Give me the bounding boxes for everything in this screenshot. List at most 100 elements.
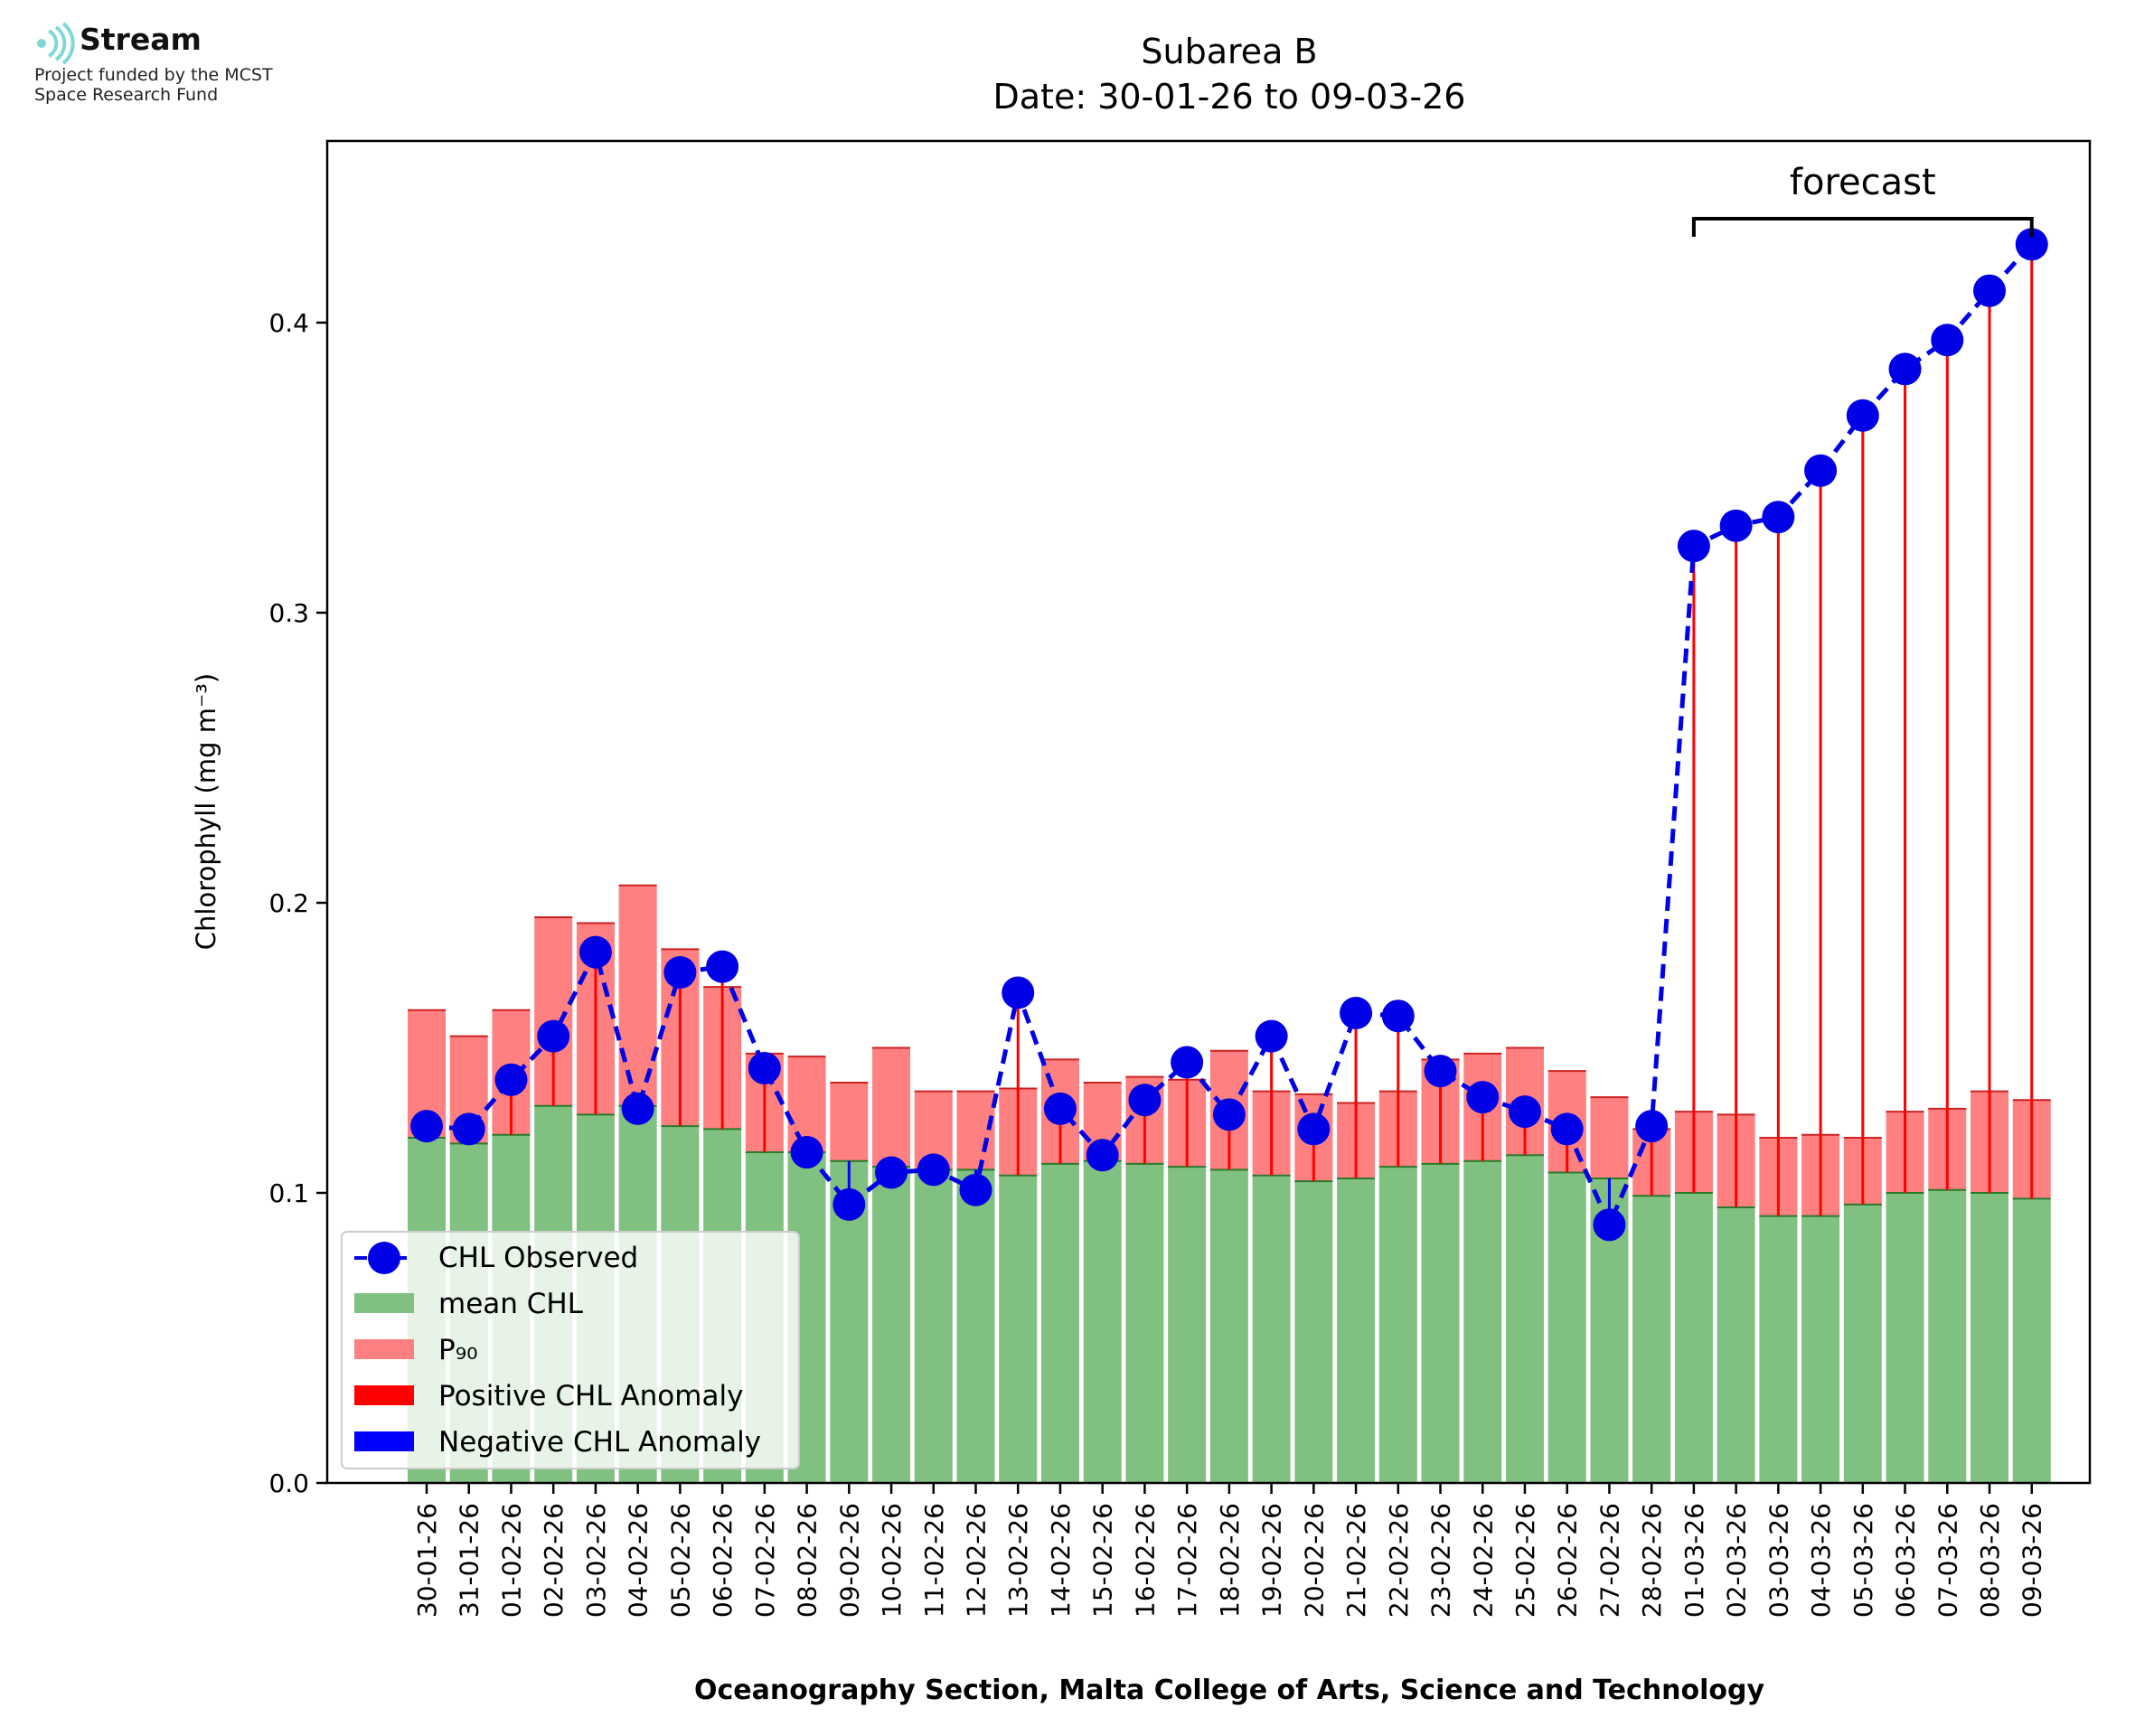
- x-tick-label: 04-03-26: [1806, 1503, 1836, 1618]
- bar-mean: [1421, 1163, 1460, 1483]
- bar-mean: [1971, 1193, 2009, 1483]
- observed-point: [1002, 976, 1035, 1009]
- bar-mean: [872, 1167, 911, 1483]
- x-tick-label: 02-02-26: [539, 1503, 569, 1618]
- bar-mean: [1801, 1215, 1840, 1483]
- x-tick-label: 23-02-26: [1426, 1503, 1456, 1618]
- y-tick-label: 0.4: [268, 308, 309, 338]
- bar-mean: [1886, 1193, 1924, 1483]
- observed-point: [748, 1051, 781, 1084]
- observed-point: [1804, 454, 1838, 487]
- observed-point: [1043, 1092, 1077, 1125]
- bar-p90: [830, 1083, 869, 1161]
- x-tick-label: 16-02-26: [1130, 1503, 1160, 1618]
- x-tick-label: 02-03-26: [1722, 1503, 1752, 1618]
- x-tick-label: 13-02-26: [1003, 1503, 1033, 1618]
- observed-point: [1381, 999, 1415, 1033]
- observed-point: [1212, 1098, 1246, 1131]
- x-tick-label: 30-01-26: [412, 1503, 442, 1618]
- bar-mean: [1083, 1160, 1122, 1483]
- bar-p90: [872, 1047, 911, 1168]
- x-tick-label: 17-02-26: [1172, 1503, 1202, 1618]
- legend-swatch-positive: [354, 1385, 414, 1405]
- observed-point: [832, 1187, 866, 1221]
- observed-point: [621, 1092, 654, 1125]
- observed-point: [578, 935, 612, 969]
- legend-label-negative: Negative CHL Anomaly: [438, 1426, 761, 1459]
- bar-mean: [1717, 1207, 1755, 1483]
- x-tick-label: 07-02-26: [750, 1503, 780, 1618]
- x-tick-label: 06-03-26: [1891, 1503, 1921, 1618]
- y-axis: 0.0 0.1 0.2 0.3 0.4: [268, 308, 327, 1498]
- legend-observed-marker: [368, 1242, 400, 1274]
- x-tick-label: 14-02-26: [1046, 1503, 1076, 1618]
- observed-point: [1973, 274, 2007, 307]
- x-tick-label: 26-02-26: [1553, 1503, 1583, 1618]
- x-tick-label: 19-02-26: [1257, 1503, 1287, 1618]
- observed-point: [917, 1153, 950, 1187]
- x-tick-label: 11-02-26: [919, 1503, 949, 1618]
- observed-point: [1593, 1208, 1626, 1242]
- x-tick-label: 21-02-26: [1341, 1503, 1371, 1618]
- bar-p90: [1590, 1097, 1629, 1178]
- x-tick-label: 20-02-26: [1299, 1503, 1329, 1618]
- x-tick-label: 28-02-26: [1637, 1503, 1667, 1618]
- forecast-bracket-line: [1691, 217, 2034, 237]
- chart-title: Subarea B: [1141, 32, 1317, 71]
- legend-swatch-mean: [354, 1293, 414, 1313]
- logo-line-2: Space Research Fund: [34, 85, 219, 105]
- observed-point: [1635, 1110, 1669, 1143]
- bar-mean: [914, 1169, 953, 1483]
- x-tick-label: 05-03-26: [1848, 1503, 1878, 1618]
- observed-point: [1508, 1095, 1541, 1129]
- legend-label-mean: mean CHL: [438, 1288, 584, 1320]
- observed-point: [1171, 1046, 1204, 1079]
- bar-mean: [1252, 1175, 1291, 1483]
- x-axis-label: Oceanography Section, Malta College of A…: [694, 1675, 1765, 1706]
- bar-mean: [1294, 1181, 1333, 1483]
- x-tick-label: 01-03-26: [1679, 1503, 1709, 1618]
- observed-point: [663, 956, 697, 990]
- legend-label-p90: P₉₀: [438, 1334, 478, 1366]
- stream-wave-icon: [37, 22, 75, 65]
- bar-mean: [1928, 1189, 1967, 1483]
- bar-mean: [1337, 1178, 1376, 1483]
- x-tick-label: 07-03-26: [1933, 1503, 1962, 1618]
- observed-point: [537, 1019, 570, 1053]
- forecast-label: forecast: [1790, 162, 1936, 203]
- observed-point: [790, 1136, 823, 1169]
- bar-mean: [1843, 1204, 1882, 1483]
- x-tick-label: 10-02-26: [877, 1503, 907, 1618]
- observed-point: [1550, 1112, 1584, 1146]
- x-tick-label: 05-02-26: [665, 1503, 695, 1618]
- legend-swatch-negative: [354, 1431, 414, 1451]
- observed-point: [706, 950, 739, 983]
- observed-point: [1424, 1055, 1457, 1088]
- x-tick-label: 01-02-26: [496, 1503, 526, 1618]
- observed-point: [1846, 399, 1879, 432]
- logo-name: Stream: [80, 22, 202, 57]
- y-tick-label: 0.0: [268, 1469, 309, 1498]
- bar-mean: [1040, 1163, 1079, 1483]
- chart-subtitle: Date: 30-01-26 to 09-03-26: [993, 77, 1466, 117]
- bar-mean: [1547, 1172, 1586, 1483]
- bar-mean: [1168, 1167, 1207, 1483]
- observed-point: [1719, 509, 1753, 542]
- observed-point: [452, 1112, 485, 1146]
- observed-point: [1677, 530, 1710, 563]
- logo-line-1: Project funded by the MCST: [34, 65, 273, 85]
- observed-point: [959, 1173, 992, 1206]
- legend: CHL Observed mean CHL P₉₀ Positive CHL A…: [341, 1231, 800, 1469]
- x-tick-label: 27-02-26: [1594, 1503, 1624, 1618]
- bar-mean: [1632, 1196, 1671, 1483]
- x-tick-label: 25-02-26: [1510, 1503, 1540, 1618]
- x-tick-label: 18-02-26: [1215, 1503, 1245, 1618]
- observed-point: [1931, 324, 1964, 357]
- observed-point: [875, 1156, 908, 1189]
- observed-point: [410, 1110, 443, 1143]
- observed-point: [1255, 1019, 1288, 1053]
- observed-point: [1762, 501, 1795, 534]
- bar-mean: [1125, 1163, 1164, 1483]
- y-axis-label: Chlorophyll (mg m⁻³): [191, 673, 221, 950]
- observed-point: [1086, 1139, 1119, 1172]
